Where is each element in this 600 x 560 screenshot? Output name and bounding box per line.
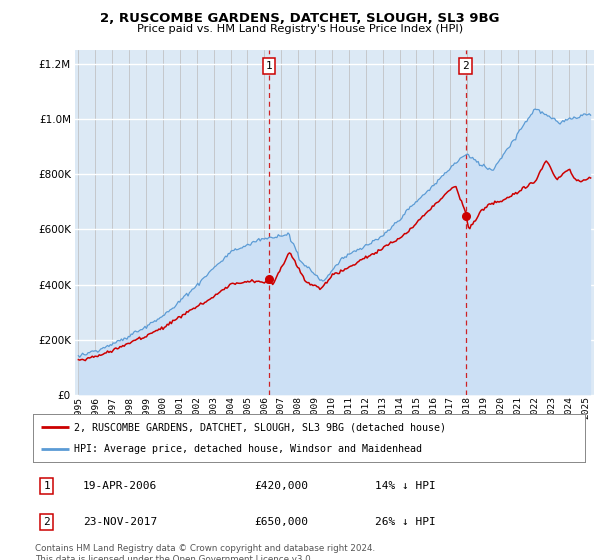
Text: 2: 2 <box>462 61 469 71</box>
Text: £420,000: £420,000 <box>254 481 308 491</box>
Text: 23-NOV-2017: 23-NOV-2017 <box>83 517 157 527</box>
Text: 1: 1 <box>43 481 50 491</box>
Text: 2: 2 <box>43 517 50 527</box>
Text: Contains HM Land Registry data © Crown copyright and database right 2024.
This d: Contains HM Land Registry data © Crown c… <box>35 544 375 560</box>
Text: Price paid vs. HM Land Registry's House Price Index (HPI): Price paid vs. HM Land Registry's House … <box>137 24 463 34</box>
Text: 26% ↓ HPI: 26% ↓ HPI <box>375 517 436 527</box>
Text: 14% ↓ HPI: 14% ↓ HPI <box>375 481 436 491</box>
Text: £650,000: £650,000 <box>254 517 308 527</box>
Text: 19-APR-2006: 19-APR-2006 <box>83 481 157 491</box>
Text: HPI: Average price, detached house, Windsor and Maidenhead: HPI: Average price, detached house, Wind… <box>74 444 422 454</box>
Text: 2, RUSCOMBE GARDENS, DATCHET, SLOUGH, SL3 9BG (detached house): 2, RUSCOMBE GARDENS, DATCHET, SLOUGH, SL… <box>74 422 446 432</box>
Text: 1: 1 <box>266 61 272 71</box>
Text: 2, RUSCOMBE GARDENS, DATCHET, SLOUGH, SL3 9BG: 2, RUSCOMBE GARDENS, DATCHET, SLOUGH, SL… <box>100 12 500 25</box>
